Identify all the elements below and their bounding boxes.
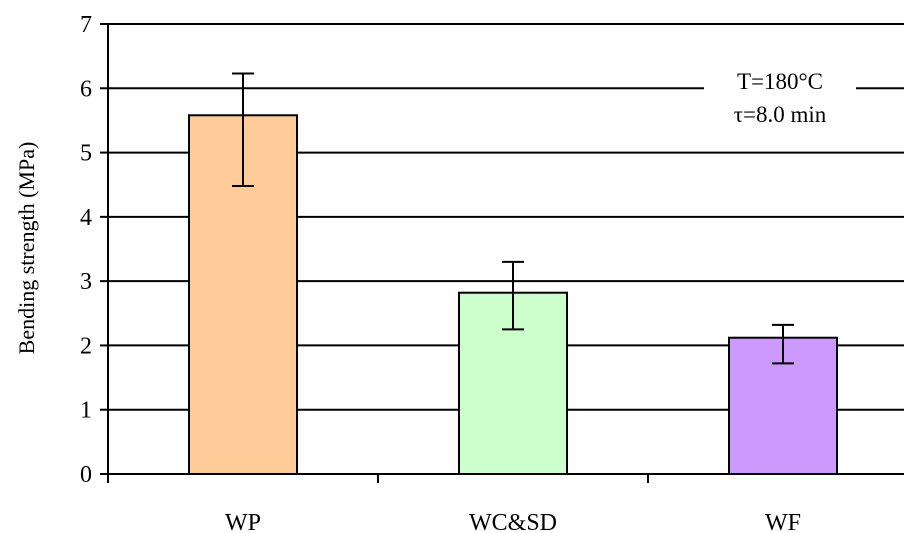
x-category-label-2: WF [765,510,801,533]
y-tick-label-5: 5 [80,141,92,167]
x-category-labels: WP WC&SD WF [225,510,801,533]
y-axis-title: Bending strength (MPa) [14,142,39,355]
y-tick-label-3: 3 [80,269,92,295]
y-tick-labels: 0 1 2 3 4 5 6 7 [80,12,92,488]
error-bars [232,72,794,365]
y-tick-label-7: 7 [80,12,92,38]
y-tick-label-0: 0 [80,462,92,488]
axes [100,23,904,483]
x-category-label-0: WP [225,510,261,533]
annotation-line-1: T=180°C [737,69,823,94]
condition-annotation: T=180°C τ=8.0 min [704,60,856,136]
y-tick-label-1: 1 [80,398,92,424]
y-tick-label-4: 4 [80,205,92,231]
x-category-label-1: WC&SD [469,510,557,533]
annotation-line-2: τ=8.0 min [734,102,827,127]
y-tick-label-6: 6 [80,76,92,102]
y-tick-label-2: 2 [80,333,92,359]
